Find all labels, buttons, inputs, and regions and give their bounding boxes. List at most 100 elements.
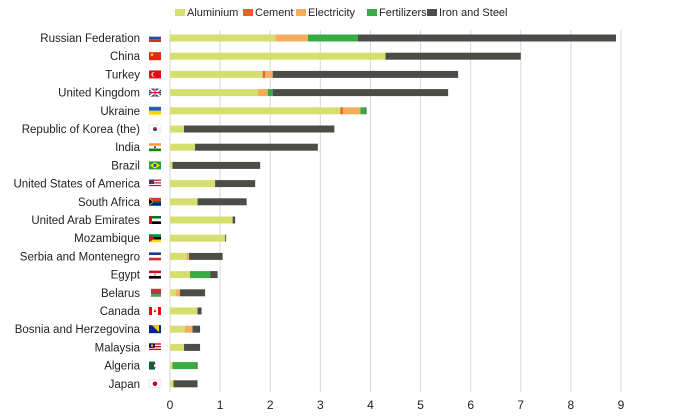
bar-republic-of-korea-the-aluminium xyxy=(170,125,185,133)
x-tick-label-4: 4 xyxy=(367,398,374,412)
legend-swatch-iron-and-steel xyxy=(427,9,437,16)
category-label-republic-of-korea-the: Republic of Korea (the) xyxy=(22,124,140,136)
bar-malaysia-iron-and-steel xyxy=(184,343,201,351)
bosnia-flag-icon xyxy=(149,325,161,334)
bar-turkey-iron-and-steel xyxy=(272,70,459,78)
mozambique-flag-icon xyxy=(149,234,161,243)
bar-ukraine-aluminium xyxy=(170,107,341,115)
category-label-malaysia: Malaysia xyxy=(95,342,141,354)
bar-turkey-aluminium xyxy=(170,70,263,78)
legend-swatch-aluminium xyxy=(175,9,185,16)
malaysia-flag-icon xyxy=(149,343,161,352)
bar-serbia-and-montenegro-electricity xyxy=(186,252,190,260)
x-axis-ticks: 0 1 2 3 4 5 6 7 8 9 xyxy=(167,398,625,412)
turkey-flag-icon xyxy=(149,70,161,79)
belarus-flag-icon xyxy=(149,288,161,297)
bar-united-kingdom-fertilizers xyxy=(267,89,273,97)
category-label-ukraine: Ukraine xyxy=(100,106,140,118)
bar-ukraine-fertilizers xyxy=(360,107,366,115)
bar-south-africa-iron-and-steel xyxy=(197,198,247,206)
category-label-japan: Japan xyxy=(109,379,140,391)
bar-algeria-fertilizers xyxy=(172,362,197,370)
bar-russian-federation-aluminium xyxy=(170,34,276,42)
bar-ukraine-electricity xyxy=(342,107,361,115)
bar-serbia-and-montenegro-iron-and-steel xyxy=(189,252,223,260)
bar-russian-federation-fertilizers xyxy=(307,34,358,42)
bar-russian-federation-electricity xyxy=(275,34,308,42)
country-flags xyxy=(148,34,162,388)
bar-bosnia-and-herzegovina-electricity xyxy=(185,325,193,333)
bar-china-iron-and-steel xyxy=(385,52,521,60)
category-label-united-kingdom: United Kingdom xyxy=(58,88,140,100)
category-label-india: India xyxy=(115,142,141,154)
bar-egypt-fertilizers xyxy=(190,271,211,279)
japan-flag-icon xyxy=(148,379,162,388)
category-label-bosnia-and-herzegovina: Bosnia and Herzegovina xyxy=(15,324,141,336)
category-label-turkey: Turkey xyxy=(105,69,140,81)
bar-ukraine-cement xyxy=(340,107,343,115)
category-label-belarus: Belarus xyxy=(101,288,140,300)
x-tick-label-8: 8 xyxy=(568,398,575,412)
legend-label-iron-and-steel: Iron and Steel xyxy=(439,7,508,19)
bar-united-kingdom-aluminium xyxy=(170,89,258,97)
bar-japan-iron-and-steel xyxy=(173,380,198,388)
uk-flag-icon xyxy=(148,87,162,98)
bar-united-arab-emirates-aluminium xyxy=(170,216,233,224)
canada-flag-icon xyxy=(149,307,161,315)
egypt-flag-icon xyxy=(149,270,161,279)
category-label-brazil: Brazil xyxy=(111,160,140,172)
brazil-flag-icon xyxy=(149,161,161,170)
bar-canada-iron-and-steel xyxy=(197,307,202,315)
bar-united-arab-emirates-iron-and-steel xyxy=(232,216,236,224)
x-tick-label-2: 2 xyxy=(267,398,274,412)
south-africa-flag-icon xyxy=(149,197,161,206)
bar-canada-aluminium xyxy=(170,307,198,315)
bar-united-states-of-america-iron-and-steel xyxy=(215,180,256,188)
bar-south-africa-aluminium xyxy=(170,198,198,206)
category-label-south-africa: South Africa xyxy=(78,197,141,209)
bar-egypt-iron-and-steel xyxy=(210,271,218,279)
x-tick-label-9: 9 xyxy=(618,398,625,412)
category-label-canada: Canada xyxy=(100,306,141,318)
bar-india-iron-and-steel xyxy=(195,143,318,151)
category-label-united-states-of-america: United States of America xyxy=(13,179,140,191)
legend-label-cement: Cement xyxy=(255,7,294,19)
bar-bosnia-and-herzegovina-aluminium xyxy=(170,325,186,333)
bar-republic-of-korea-the-iron-and-steel xyxy=(184,125,335,133)
x-tick-label-6: 6 xyxy=(467,398,474,412)
bar-japan-aluminium xyxy=(170,380,174,388)
bar-united-kingdom-iron-and-steel xyxy=(272,89,449,97)
bar-brazil-iron-and-steel xyxy=(172,161,261,169)
bar-turkey-cement xyxy=(262,70,266,78)
chart-gridlines xyxy=(169,30,622,392)
usa-flag-icon xyxy=(149,179,161,188)
bar-belarus-aluminium xyxy=(170,289,177,297)
bar-egypt-aluminium xyxy=(170,271,191,279)
ukraine-flag-icon xyxy=(149,106,161,115)
category-labels: Russian Federation China Turkey United King… xyxy=(13,33,140,391)
russia-flag-icon xyxy=(149,34,161,42)
legend-label-aluminium: Aluminium xyxy=(187,7,238,19)
category-label-russian-federation: Russian Federation xyxy=(40,33,140,45)
chart-legend: Aluminium Cement Electricity Fertilizers Iro… xyxy=(175,7,508,19)
bar-serbia-and-montenegro-aluminium xyxy=(170,252,187,260)
bar-mozambique-iron-and-steel xyxy=(225,234,227,242)
bar-algeria-aluminium xyxy=(170,362,173,370)
bar-china-aluminium xyxy=(170,52,386,60)
category-label-united-arab-emirates: United Arab Emirates xyxy=(31,215,140,227)
legend-swatch-cement xyxy=(243,9,253,16)
category-label-china: China xyxy=(110,51,141,63)
bar-united-states-of-america-aluminium xyxy=(170,180,216,188)
korea-flag-icon xyxy=(148,124,162,134)
category-label-mozambique: Mozambique xyxy=(74,233,140,245)
bar-united-kingdom-electricity xyxy=(257,89,268,97)
category-label-serbia-and-montenegro: Serbia and Montenegro xyxy=(20,251,140,263)
bar-belarus-electricity xyxy=(176,289,181,297)
china-flag-icon xyxy=(149,52,161,61)
legend-swatch-electricity xyxy=(296,9,306,16)
bar-belarus-iron-and-steel xyxy=(180,289,206,297)
legend-label-electricity: Electricity xyxy=(308,7,356,19)
bar-malaysia-aluminium xyxy=(170,343,185,351)
category-label-algeria: Algeria xyxy=(104,361,140,373)
serbia-montenegro-flag-icon xyxy=(149,252,161,261)
